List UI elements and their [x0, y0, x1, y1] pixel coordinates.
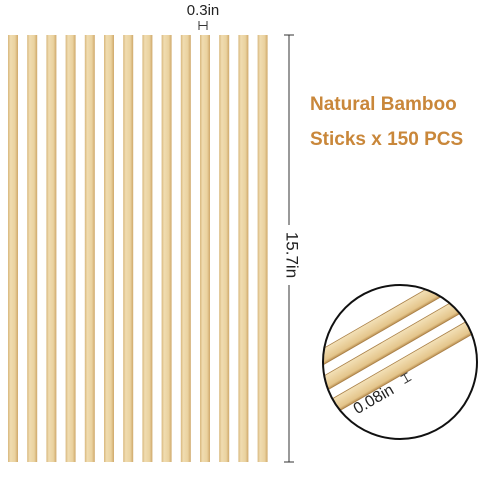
bamboo-stick: [219, 35, 230, 462]
width-marker: [198, 21, 208, 30]
stick-group: [8, 35, 268, 462]
label-gap: [280, 225, 302, 285]
bamboo-stick: [238, 35, 249, 462]
bamboo-stick: [123, 35, 134, 462]
bamboo-stick: [46, 35, 57, 462]
headline-line-2: Sticks x 150 PCS: [310, 129, 463, 150]
thickness-marker: [400, 372, 412, 384]
detail-view: [323, 285, 477, 439]
bamboo-stick: [8, 35, 18, 462]
bamboo-stick: [200, 35, 210, 462]
headline-line-1: Natural Bamboo: [310, 94, 457, 115]
bamboo-stick: [257, 35, 268, 462]
bamboo-stick: [84, 35, 95, 462]
length-label: 15.7in: [283, 232, 302, 278]
bamboo-stick: [142, 35, 153, 462]
bamboo-stick: [104, 35, 114, 462]
bamboo-stick: [65, 35, 76, 462]
bamboo-stick: [180, 35, 191, 462]
bamboo-stick: [27, 35, 38, 462]
detail-circle: [322, 284, 478, 440]
width-label: 0.3in: [187, 2, 220, 19]
bamboo-stick: [161, 35, 172, 462]
